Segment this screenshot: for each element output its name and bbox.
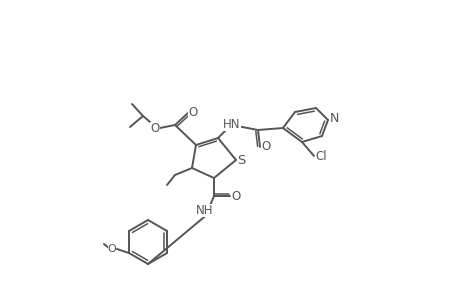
Text: O: O <box>231 190 240 202</box>
Text: N: N <box>329 112 338 125</box>
Text: NH: NH <box>196 203 213 217</box>
Text: O: O <box>150 122 159 134</box>
Text: O: O <box>261 140 270 154</box>
Text: O: O <box>107 244 116 254</box>
Text: Cl: Cl <box>314 151 326 164</box>
Text: O: O <box>188 106 197 119</box>
Text: S: S <box>236 154 245 167</box>
Text: HN: HN <box>223 118 240 130</box>
